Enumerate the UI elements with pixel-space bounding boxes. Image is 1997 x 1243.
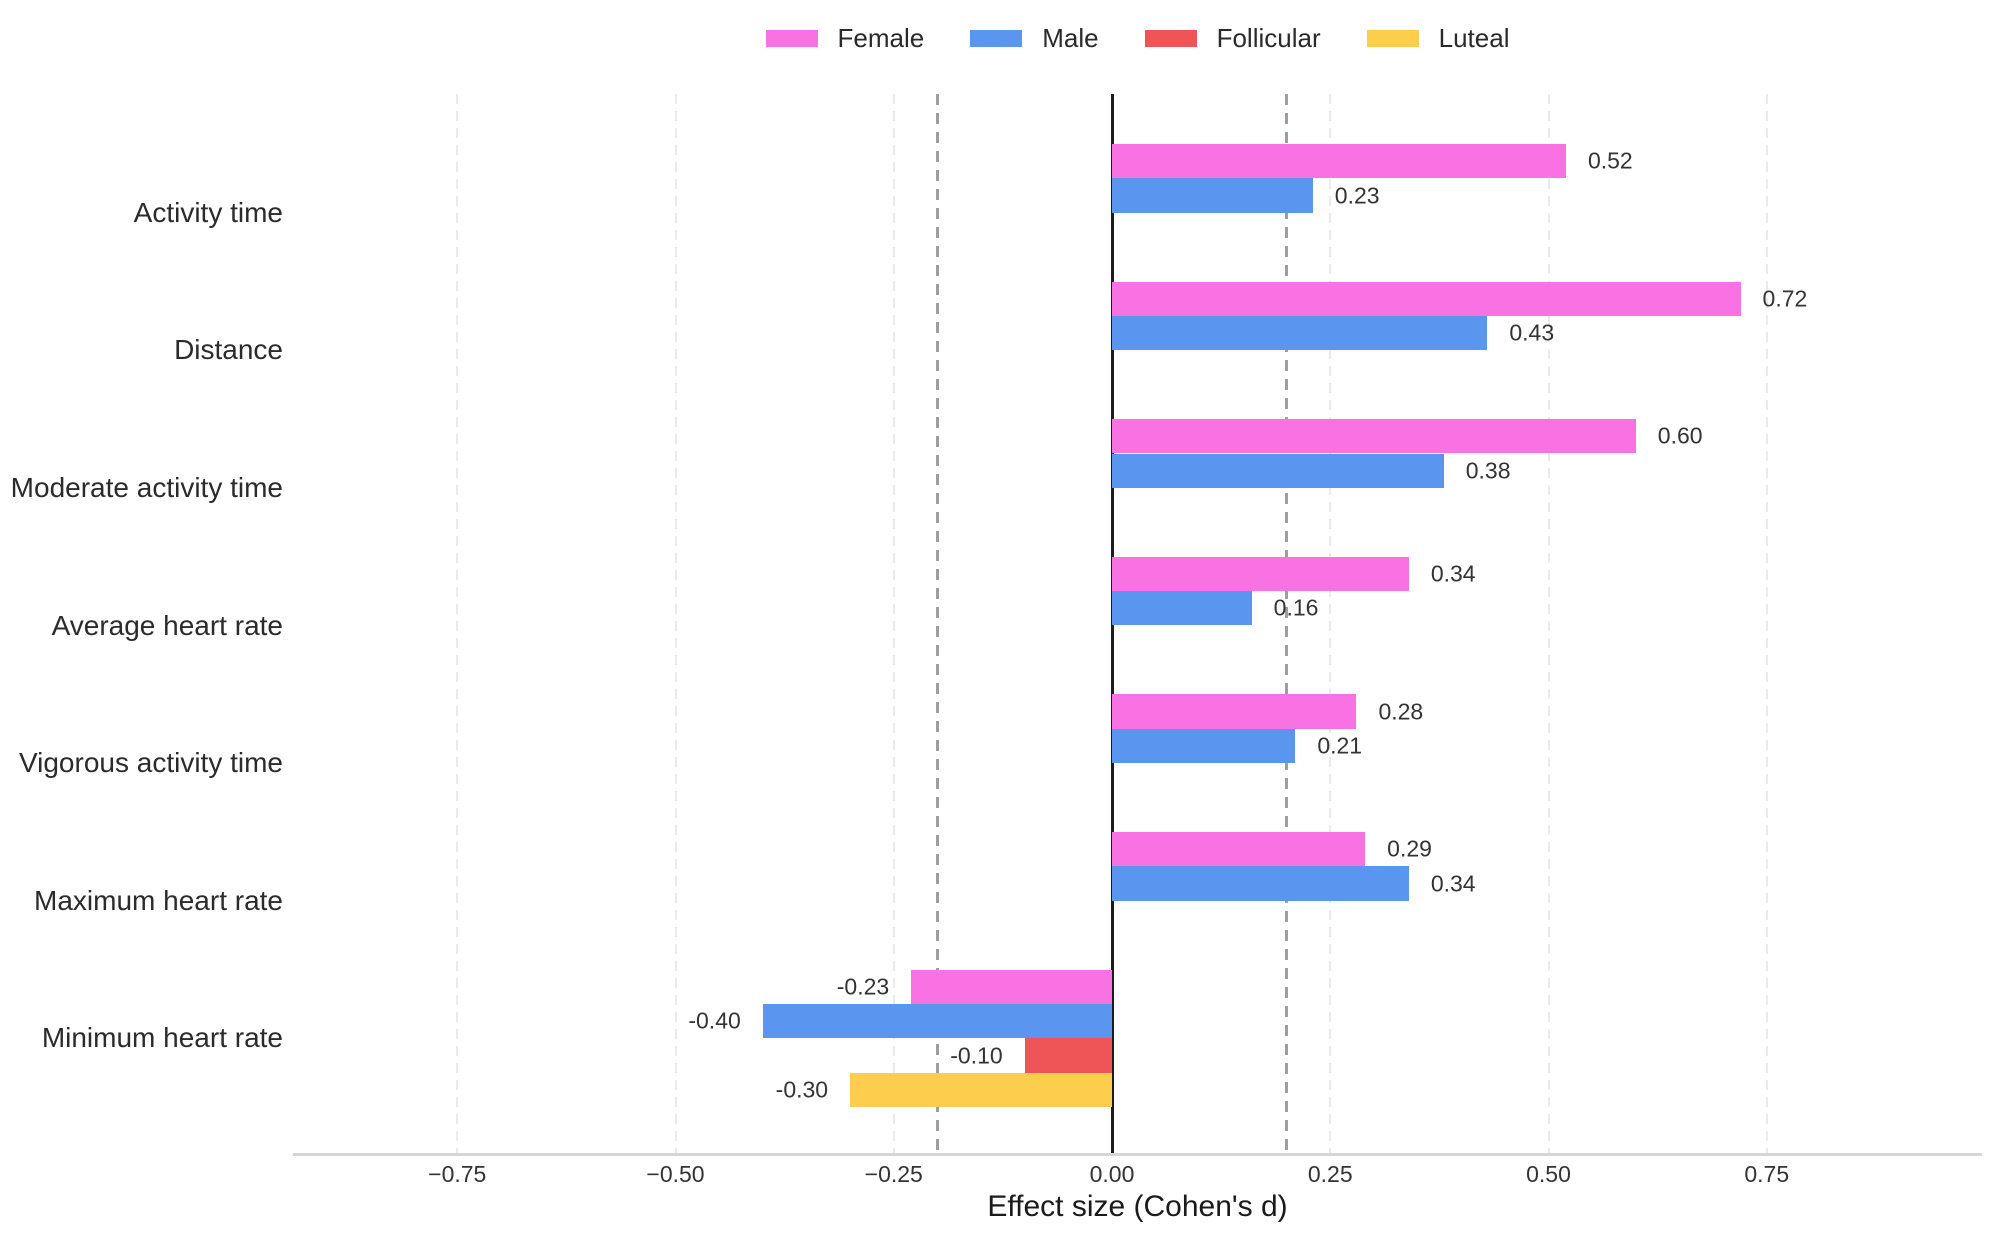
bar-luteal-6 — [850, 1072, 1112, 1108]
bar-male-0 — [1112, 178, 1313, 213]
x-tick-label-6: 0.75 — [1744, 1161, 1790, 1187]
category-label-5: Maximum heart rate — [34, 884, 283, 916]
value-label-female-0: 0.52 — [1587, 147, 1633, 174]
bar-female-6 — [911, 969, 1112, 1004]
category-label-3: Average heart rate — [51, 609, 283, 641]
legend-item-luteal[interactable]: Luteal — [1366, 23, 1510, 53]
bar-female-4 — [1112, 694, 1357, 729]
legend-swatch-follicular — [1144, 29, 1197, 47]
x-tick-label-2: −0.25 — [864, 1161, 923, 1187]
value-label-luteal-6: -0.30 — [775, 1076, 829, 1103]
value-label-female-2: 0.60 — [1657, 422, 1703, 449]
value-label-male-4: 0.21 — [1317, 732, 1363, 759]
bar-female-1 — [1112, 281, 1741, 316]
value-label-male-6: -0.40 — [688, 1007, 741, 1034]
value-label-female-4: 0.28 — [1378, 698, 1424, 724]
x-tick-label-5: 0.50 — [1526, 1161, 1571, 1187]
category-label-6: Minimum heart rate — [41, 1022, 283, 1054]
legend-swatch-luteal — [1366, 29, 1419, 47]
gridline-x--0.25 — [892, 94, 895, 1153]
bar-male-5 — [1112, 866, 1409, 901]
legend: Female Male Follicular Luteal — [293, 16, 1982, 60]
category-label-1: Distance — [174, 334, 283, 366]
bar-female-3 — [1112, 556, 1409, 592]
bar-female-2 — [1112, 419, 1636, 454]
legend-swatch-female — [765, 29, 818, 47]
gridline-x-0.5 — [1547, 94, 1550, 1153]
legend-item-female[interactable]: Female — [765, 23, 925, 53]
x-tick-label-4: 0.25 — [1307, 1161, 1353, 1187]
value-label-follicular-6: -0.10 — [950, 1042, 1003, 1068]
gridline-x--0.5 — [674, 94, 677, 1153]
legend-item-follicular[interactable]: Follicular — [1144, 23, 1321, 53]
gridline-x--0.75 — [456, 94, 459, 1153]
legend-swatch-male — [970, 29, 1023, 47]
bar-female-5 — [1112, 831, 1366, 867]
x-tick-label-1: −0.50 — [646, 1161, 705, 1187]
value-label-male-1: 0.43 — [1509, 319, 1555, 346]
bar-male-2 — [1112, 453, 1444, 488]
value-label-female-6: -0.23 — [836, 973, 890, 1000]
value-label-female-3: 0.34 — [1430, 560, 1476, 587]
x-tick-label-3: 0.00 — [1089, 1161, 1135, 1187]
legend-item-male[interactable]: Male — [970, 23, 1099, 53]
x-axis-title: Effect size (Cohen's d) — [987, 1190, 1288, 1223]
category-label-2: Moderate activity time — [10, 471, 283, 503]
category-label-0: Activity time — [133, 196, 283, 228]
value-label-male-3: 0.16 — [1273, 594, 1319, 621]
value-label-male-2: 0.38 — [1465, 457, 1511, 484]
value-label-male-5: 0.34 — [1430, 870, 1476, 896]
category-label-4: Vigorous activity time — [18, 747, 283, 779]
reference-line--0.2 — [935, 94, 939, 1153]
value-label-female-1: 0.72 — [1762, 285, 1808, 312]
bar-male-6 — [762, 1003, 1112, 1039]
x-axis-line — [293, 1153, 1982, 1156]
value-label-female-5: 0.29 — [1387, 835, 1432, 862]
bar-follicular-6 — [1024, 1038, 1112, 1073]
bar-male-1 — [1112, 315, 1488, 351]
reference-line-0.2 — [1285, 94, 1289, 1153]
gridline-x-0.75 — [1765, 94, 1768, 1153]
value-label-male-0: 0.23 — [1334, 182, 1380, 208]
legend-label: Luteal — [1438, 23, 1510, 53]
bar-female-0 — [1112, 143, 1566, 179]
legend-label: Follicular — [1216, 23, 1321, 53]
legend-label: Male — [1042, 23, 1099, 53]
x-tick-label-0: −0.75 — [428, 1161, 487, 1187]
bar-male-4 — [1112, 728, 1296, 764]
gridline-x-0.25 — [1329, 94, 1332, 1153]
legend-label: Female — [837, 23, 925, 53]
bar-male-3 — [1112, 591, 1252, 626]
